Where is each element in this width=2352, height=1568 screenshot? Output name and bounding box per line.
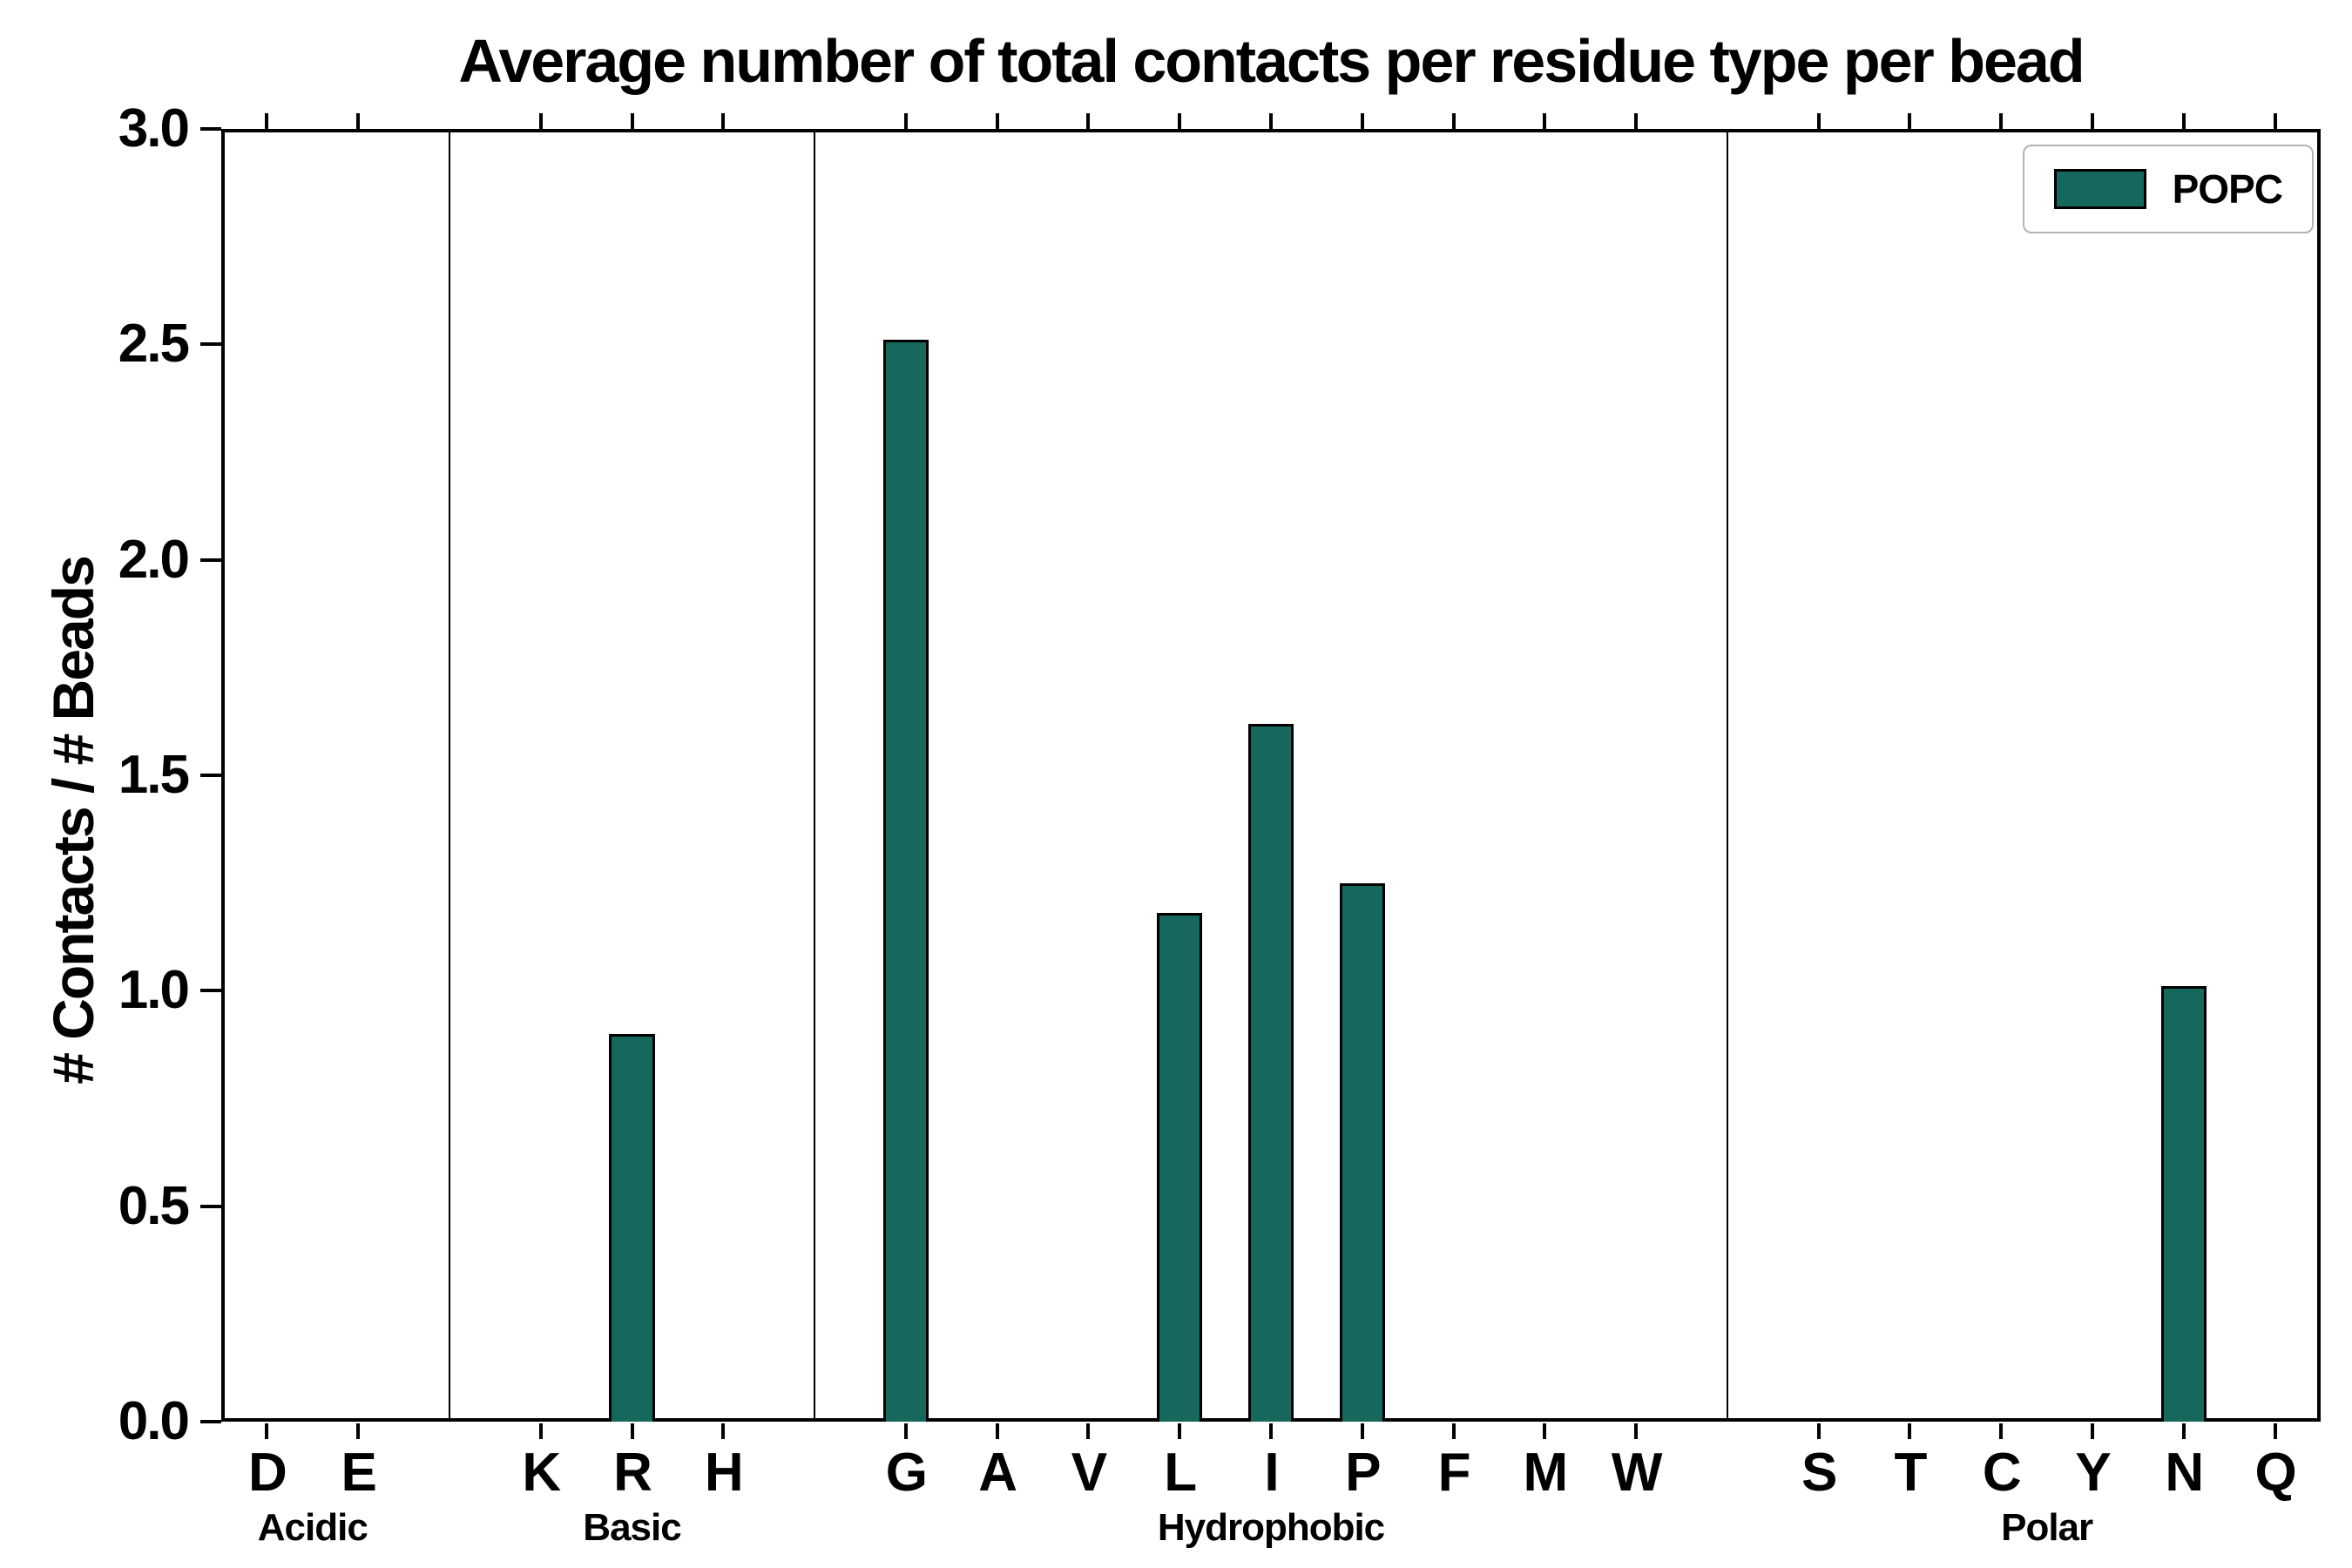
bar-G — [882, 340, 929, 1422]
bottom-tick-I — [1269, 1423, 1273, 1439]
x-tick-label-W: W — [1611, 1443, 1663, 1503]
x-tick-label-D: D — [248, 1443, 287, 1503]
y-tick — [200, 342, 221, 347]
y-tick — [200, 558, 221, 562]
x-tick-label-T: T — [1894, 1443, 1928, 1503]
top-tick-M — [1543, 113, 1547, 129]
x-tick-label-F: F — [1437, 1443, 1471, 1503]
legend-swatch-popc — [2053, 169, 2146, 209]
bottom-tick-Y — [2091, 1423, 2095, 1439]
bottom-tick-M — [1543, 1423, 1547, 1439]
top-tick-Q — [2273, 113, 2277, 129]
bottom-tick-F — [1451, 1423, 1456, 1439]
bottom-tick-K — [538, 1423, 543, 1439]
top-tick-A — [995, 113, 999, 129]
group-label-polar: Polar — [2001, 1506, 2093, 1549]
y-tick-label: 0.5 — [118, 1175, 190, 1236]
top-tick-Y — [2091, 113, 2095, 129]
x-tick-label-S: S — [1801, 1443, 1837, 1503]
x-tick-label-Q: Q — [2254, 1443, 2296, 1503]
x-tick-label-N: N — [2165, 1443, 2204, 1503]
bar-N — [2160, 986, 2207, 1422]
top-tick-S — [1816, 113, 1821, 129]
bottom-tick-N — [2181, 1423, 2186, 1439]
x-tick-label-G: G — [885, 1443, 928, 1503]
bottom-tick-T — [1908, 1423, 1912, 1439]
y-tick-label: 2.0 — [118, 529, 190, 590]
bottom-tick-V — [1086, 1423, 1091, 1439]
top-tick-C — [1999, 113, 2004, 129]
x-tick-label-A: A — [978, 1443, 1017, 1503]
y-tick-label: 1.5 — [118, 745, 190, 805]
top-tick-I — [1269, 113, 1273, 129]
bottom-tick-C — [1999, 1423, 2004, 1439]
bottom-tick-A — [995, 1423, 999, 1439]
y-tick — [200, 1204, 221, 1208]
bottom-tick-L — [1178, 1423, 1182, 1439]
group-label-hydrophobic: Hydrophobic — [1157, 1506, 1385, 1549]
bottom-tick-R — [630, 1423, 634, 1439]
x-tick-label-Y: Y — [2075, 1443, 2111, 1503]
top-tick-K — [538, 113, 543, 129]
y-tick — [200, 989, 221, 993]
chart-title: Average number of total contacts per res… — [458, 27, 2085, 95]
bar-I — [1247, 723, 1294, 1422]
top-tick-D — [265, 113, 269, 129]
top-tick-F — [1451, 113, 1456, 129]
top-tick-P — [1360, 113, 1364, 129]
bottom-tick-G — [903, 1423, 908, 1439]
x-tick-label-M: M — [1523, 1443, 1569, 1503]
top-tick-R — [630, 113, 634, 129]
top-tick-L — [1178, 113, 1182, 129]
legend-label: POPC — [2172, 166, 2283, 212]
top-tick-H — [721, 113, 726, 129]
group-label-acidic: Acidic — [257, 1506, 368, 1549]
y-tick-label: 2.5 — [118, 314, 190, 375]
top-tick-G — [903, 113, 908, 129]
bar-R — [609, 1033, 655, 1422]
legend: POPC — [2022, 145, 2314, 233]
y-tick — [200, 774, 221, 777]
y-tick-label: 1.0 — [118, 960, 190, 1021]
bar-P — [1339, 882, 1385, 1422]
x-tick-label-V: V — [1071, 1443, 1107, 1503]
x-tick-label-L: L — [1164, 1443, 1197, 1503]
group-label-basic: Basic — [583, 1506, 681, 1549]
x-tick-label-K: K — [522, 1443, 561, 1503]
top-tick-N — [2181, 113, 2186, 129]
top-tick-V — [1086, 113, 1091, 129]
bottom-tick-Q — [2273, 1423, 2277, 1439]
group-divider — [1726, 129, 1728, 1422]
top-tick-W — [1634, 113, 1639, 129]
x-tick-label-I: I — [1264, 1443, 1279, 1503]
top-tick-E — [356, 113, 361, 129]
x-tick-label-H: H — [704, 1443, 744, 1503]
bottom-tick-E — [356, 1423, 361, 1439]
bottom-tick-D — [265, 1423, 269, 1439]
x-tick-label-E: E — [341, 1443, 376, 1503]
group-divider — [814, 129, 816, 1422]
top-tick-T — [1908, 113, 1912, 129]
x-tick-label-R: R — [613, 1443, 652, 1503]
x-tick-label-P: P — [1345, 1443, 1381, 1503]
bar-L — [1157, 913, 1203, 1422]
bottom-tick-W — [1634, 1423, 1639, 1439]
y-tick — [200, 127, 221, 131]
bottom-tick-P — [1360, 1423, 1364, 1439]
y-tick-label: 0.0 — [118, 1391, 190, 1451]
group-divider — [448, 129, 450, 1422]
bottom-tick-H — [721, 1423, 726, 1439]
y-tick-label: 3.0 — [118, 98, 190, 159]
bottom-tick-S — [1816, 1423, 1821, 1439]
x-tick-label-C: C — [1982, 1443, 2022, 1503]
y-tick — [200, 1420, 221, 1423]
